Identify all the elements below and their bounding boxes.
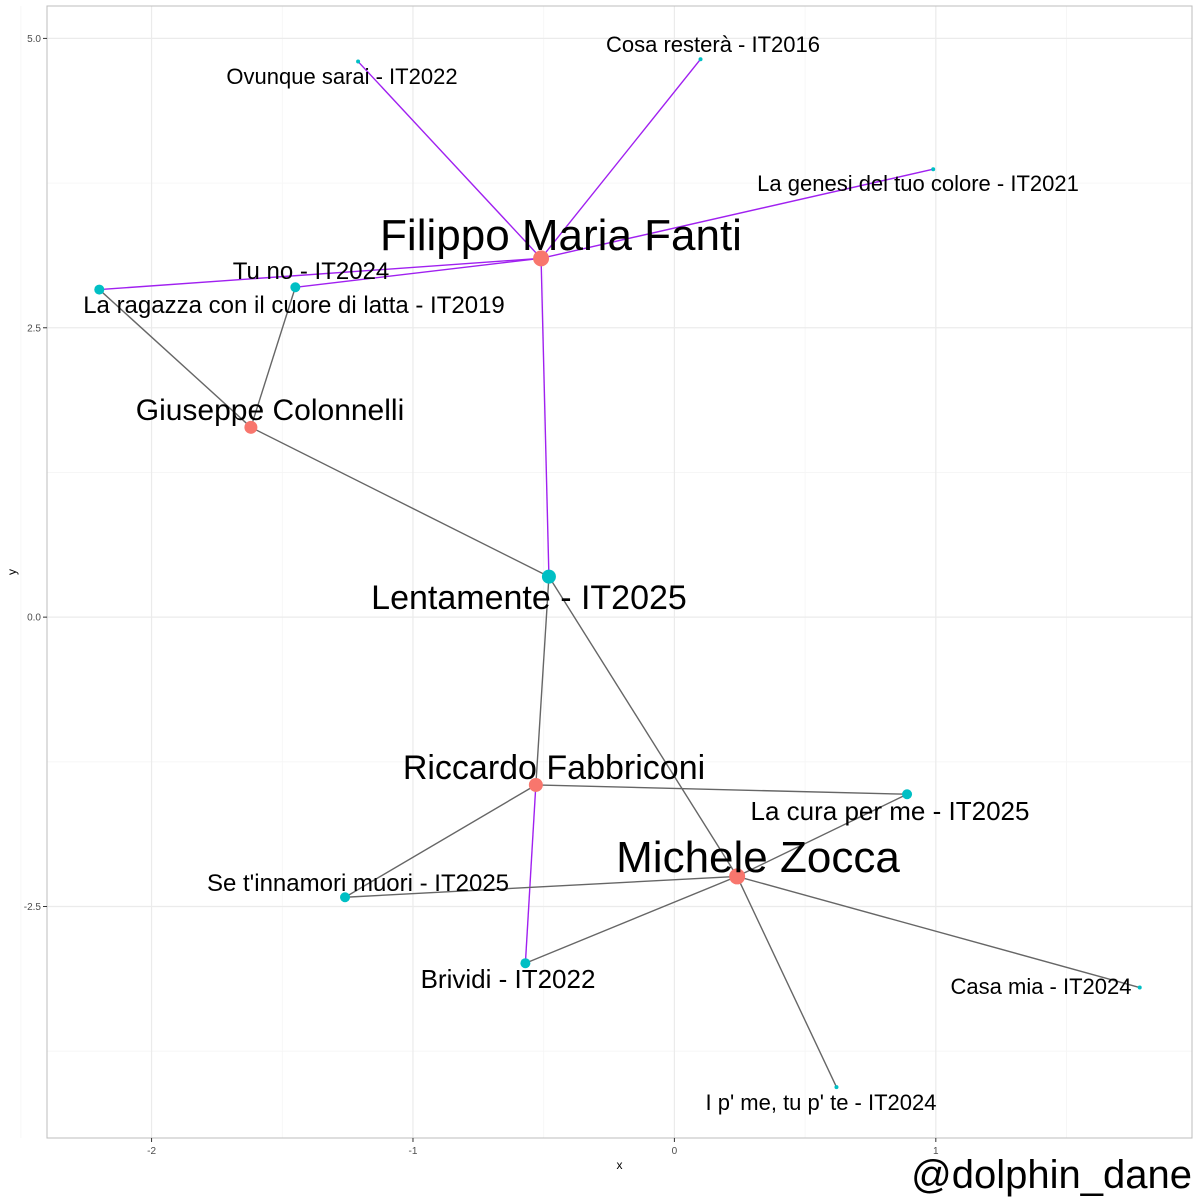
edge-zocca-cura	[736, 793, 908, 878]
node-label-ragazza: La ragazza con il cuore di latta - IT201…	[83, 292, 505, 319]
edge-fanti-cosa	[540, 58, 702, 259]
edges	[98, 58, 1140, 1088]
edge-fanti-lentamente	[540, 258, 550, 577]
x-tick-label: 1	[933, 1146, 939, 1157]
y-axis-title: y	[5, 569, 19, 575]
x-tick-label: -2	[147, 1146, 156, 1157]
node-casamia	[1137, 985, 1142, 990]
node-label-cura: La cura per me - IT2025	[751, 796, 1030, 826]
watermark: @dolphin_dane	[911, 1153, 1192, 1197]
node-genesi	[931, 167, 936, 172]
node-label-genesi: La genesi del tuo colore - IT2021	[757, 171, 1079, 196]
edge-fabbriconi-lentamente	[535, 576, 550, 786]
edge-fanti-ragazza	[99, 257, 542, 291]
y-tick-label: 0.0	[27, 613, 41, 624]
x-tick-label: -1	[409, 1146, 418, 1157]
edge-fabbriconi-brividi	[524, 784, 537, 964]
x-axis-title: x	[617, 1158, 623, 1172]
node-cura	[902, 789, 913, 800]
edge-colonnelli-ragazza	[98, 289, 252, 428]
grid-minor	[20, 6, 1192, 1138]
edge-fanti-ovunque	[357, 61, 542, 259]
node-zocca	[729, 868, 746, 885]
node-ovunque	[356, 59, 361, 64]
node-brividi	[520, 958, 531, 969]
node-innamori	[340, 892, 351, 903]
edge-zocca-innamori	[344, 875, 738, 898]
edge-zocca-brividi	[525, 875, 738, 964]
edge-fanti-tuno	[295, 257, 542, 288]
axis-ticks: -2 -1 0 1 -2.5 0.0 2.5 5.0	[24, 34, 939, 1157]
edge-colonnelli-lentamente	[250, 426, 550, 578]
edge-fanti-genesi	[540, 168, 934, 260]
node-label-fabbriconi: Riccardo Fabbriconi	[403, 749, 705, 787]
edge-fabbriconi-innamori	[344, 784, 537, 898]
edge-colonnelli-tuno	[250, 287, 297, 428]
y-tick-label: 2.5	[27, 323, 41, 334]
edge-zocca-casamia	[736, 875, 1140, 989]
node-label-lentamente: Lentamente - IT2025	[371, 579, 687, 617]
node-tuno	[290, 282, 301, 293]
node-label-colonnelli: Giuseppe Colonnelli	[136, 394, 405, 427]
node-label-innamori: Se t'innamori muori - IT2025	[207, 870, 509, 897]
node-label-brividi: Brividi - IT2022	[421, 964, 596, 994]
node-label-ovunque: Ovunque sarai - IT2022	[226, 64, 457, 89]
node-colonnelli	[244, 420, 258, 434]
node-cosa	[698, 57, 703, 62]
edge-zocca-lentamente	[548, 576, 738, 877]
panel-border	[46, 5, 1193, 1139]
node-lentamente	[541, 569, 556, 584]
node-label-tuno: Tu no - IT2024	[233, 258, 390, 285]
node-fabbriconi	[528, 777, 543, 792]
node-ragazza	[94, 284, 105, 295]
x-tick-label: 0	[672, 1146, 678, 1157]
grid-major	[47, 6, 1192, 1138]
edge-zocca-ipme	[736, 876, 838, 1088]
edge-fabbriconi-cura	[535, 784, 908, 795]
y-tick-label: 5.0	[27, 34, 41, 45]
node-ipme	[834, 1085, 839, 1090]
node-label-casamia: Casa mia - IT2024	[951, 974, 1132, 999]
node-label-fanti: Filippo Maria Fanti	[380, 211, 742, 260]
node-fanti	[533, 250, 550, 267]
node-label-zocca: Michele Zocca	[616, 833, 900, 882]
y-tick-label: -2.5	[24, 902, 42, 913]
node-label-ipme: I p' me, tu p' te - IT2024	[706, 1090, 937, 1115]
nodes	[94, 57, 1142, 1090]
node-label-cosa: Cosa resterà - IT2016	[606, 32, 820, 57]
node-labels: Filippo Maria Fanti Giuseppe Colonnelli Ri…	[83, 32, 1131, 1115]
